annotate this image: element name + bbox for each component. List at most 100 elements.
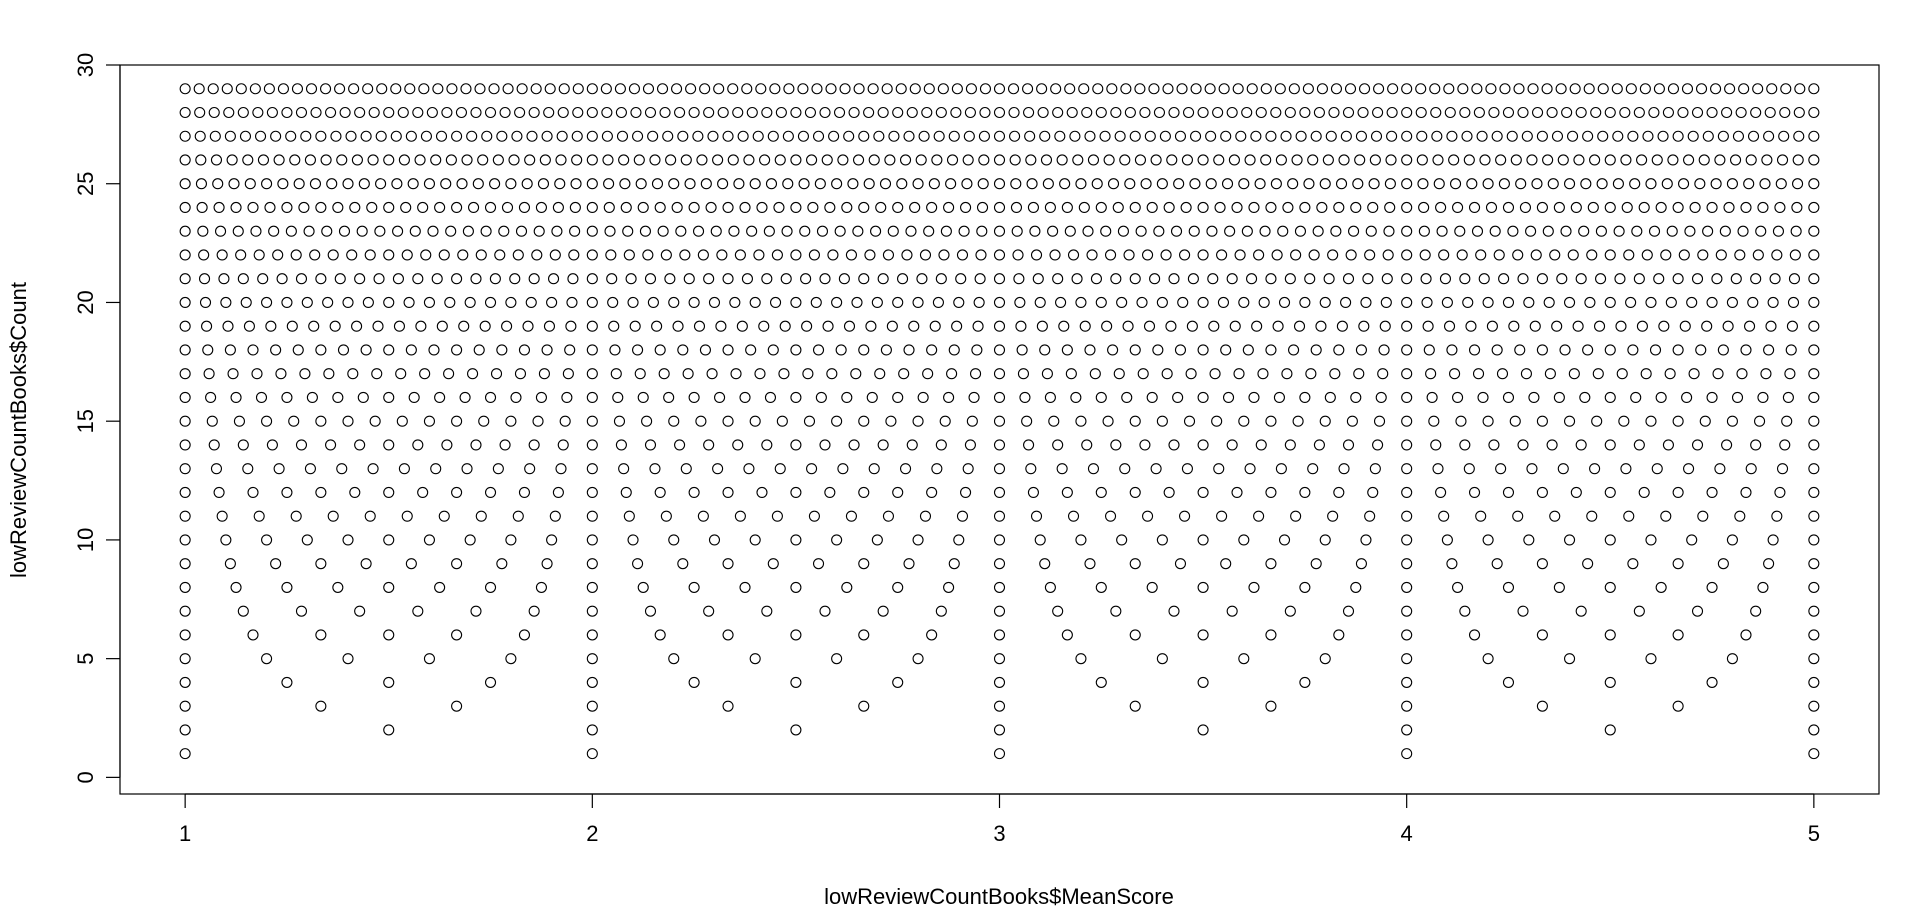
data-point [1443,83,1455,95]
data-point [790,581,802,593]
data-point [1769,273,1781,285]
data-point [1401,106,1413,119]
data-point [923,83,935,95]
data-point [1265,344,1277,356]
data-point [1688,368,1700,380]
data-point [1419,249,1431,261]
data-point [1058,320,1070,332]
data-point [383,296,395,309]
data-point [1041,368,1053,380]
data-point [790,439,802,451]
data-point [220,296,232,309]
data-point [1265,415,1277,427]
data-point [607,296,619,309]
data-point [315,415,327,427]
data-point [831,653,843,665]
data-point [1531,178,1543,190]
data-point [717,178,729,190]
data-point [623,510,635,522]
data-point [1342,439,1355,451]
data-point [1645,296,1657,309]
data-point [552,486,564,498]
data-point [896,178,908,190]
data-point [886,320,898,332]
data-point [1340,130,1352,142]
data-point [383,249,395,261]
data-point [679,249,691,261]
x-tick-label: 2 [586,821,598,846]
data-point [915,154,927,166]
data-point [1010,201,1023,214]
data-point [1075,534,1087,546]
data-point [261,415,273,427]
data-point [496,344,508,356]
data-point [179,439,191,451]
data-point [490,368,503,380]
data-point [1091,178,1103,190]
data-point [462,225,474,237]
data-point [926,629,938,641]
data-point [405,130,417,142]
data-point [1604,534,1616,546]
data-point [1270,106,1282,119]
data-point [965,83,977,95]
data-point [423,296,436,309]
data-point [1444,106,1456,119]
data-point [898,368,910,380]
data-point [1697,249,1709,261]
data-point [604,225,616,237]
data-point [1163,201,1175,214]
data-point [1747,130,1760,142]
data-point [1382,249,1394,261]
data-point [848,106,860,119]
data-point [993,439,1006,451]
data-point [812,130,825,142]
data-point [1520,368,1532,380]
data-point [293,178,305,190]
data-point [1808,201,1820,214]
data-point [315,629,327,641]
data-point [1156,415,1168,427]
data-point [360,558,372,570]
data-point [831,415,843,427]
data-point [1595,225,1607,237]
data-point [528,106,540,119]
data-point [1064,83,1076,95]
data-point [677,130,689,142]
data-point [888,130,900,142]
data-point [281,486,293,498]
data-point [1536,700,1548,712]
data-point [1701,320,1713,332]
data-point [586,130,598,142]
data-point [610,368,622,380]
data-point [714,391,726,403]
data-point [1107,178,1120,190]
data-point [347,368,359,380]
data-point [1536,344,1548,356]
data-point [532,415,544,427]
data-point [647,130,659,142]
data-point [1241,106,1253,119]
data-point [1259,225,1271,237]
data-point [637,581,649,593]
data-point [451,130,463,142]
data-point [354,106,366,119]
data-point [1292,415,1304,427]
data-point [601,130,613,142]
data-point [1767,534,1779,546]
data-point [1710,83,1722,95]
data-point [1107,344,1119,356]
data-point [1047,225,1059,237]
data-point [1307,154,1319,166]
data-point [1808,178,1820,190]
data-point [993,391,1006,403]
data-point [1765,320,1777,332]
data-point [918,130,930,142]
data-point [808,510,820,522]
data-point [195,154,207,166]
data-point [1246,83,1258,95]
data-point [775,106,787,119]
data-point [868,463,880,475]
data-point [864,249,876,261]
data-point [1251,320,1263,332]
